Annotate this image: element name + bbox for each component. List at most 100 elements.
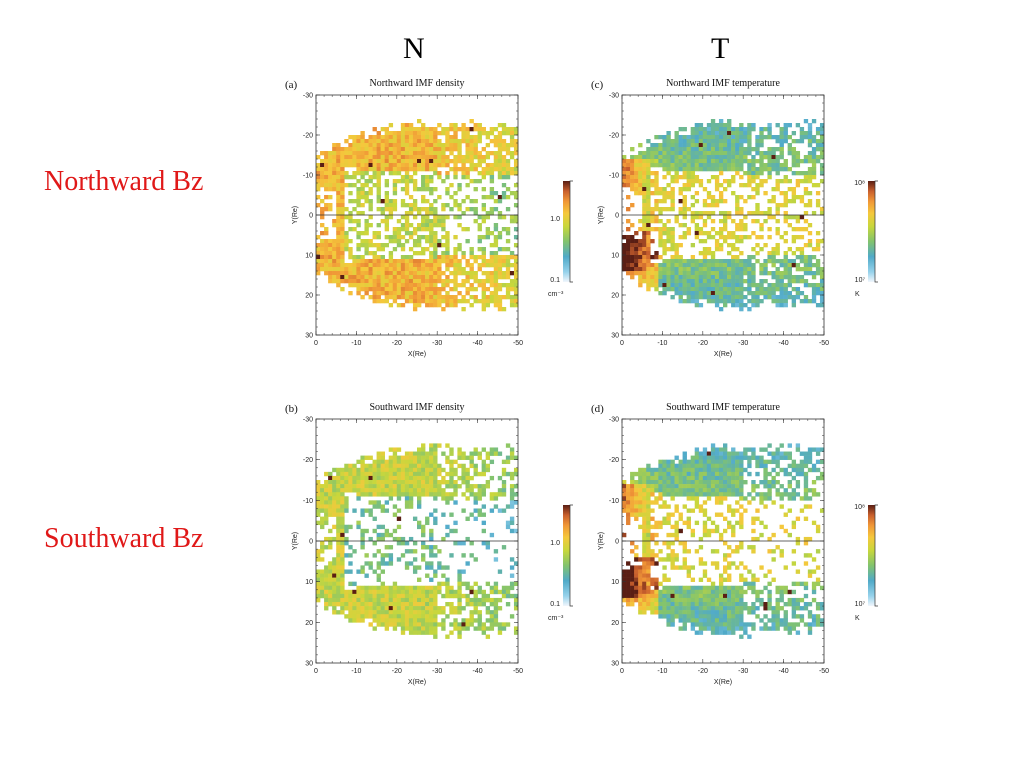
heatmap-cell [489,251,495,256]
heatmap-cell [392,179,398,184]
heatmap-cell [497,139,503,144]
heatmap-cell [710,167,716,172]
heatmap-cell [396,219,402,224]
heatmap-cell [465,143,470,148]
heatmap-cell [404,610,410,615]
heatmap-cell [690,263,696,268]
heatmap-cell [332,151,337,156]
heatmap-cell [332,155,337,160]
heatmap-cell [457,634,462,639]
heatmap-cell [336,520,341,526]
heatmap-cell [445,147,450,152]
heatmap-cell [364,231,369,236]
heatmap-cell [779,291,784,296]
heatmap-cell [340,167,345,172]
heatmap-cell [509,451,515,456]
heatmap-cell [513,191,519,196]
heatmap-cell [634,471,639,477]
heatmap-cell [706,215,712,220]
heatmap-cell [421,463,426,469]
heatmap-cell [336,259,341,264]
heatmap-cell [650,207,655,212]
heatmap-cell [723,139,728,144]
heatmap-cell [336,219,341,224]
heatmap-cell [376,463,381,469]
heatmap-cell [425,187,430,192]
heatmap-cell [626,243,631,248]
heatmap-cell [453,492,458,497]
heatmap-cell [336,267,341,272]
heatmap-cell [666,227,671,232]
heatmap-cell [626,207,631,212]
heatmap-cell [457,215,462,220]
heatmap-cell [642,496,647,501]
heatmap-cell [670,589,675,595]
heatmap-cell [650,581,655,587]
heatmap-cell [513,561,519,566]
heatmap-cell [642,167,647,172]
heatmap-cell [360,263,365,268]
heatmap-cell [654,541,659,546]
heatmap-cell [481,159,486,164]
heatmap-cell [710,147,716,152]
heatmap-cell [783,163,788,168]
heatmap-cell [638,179,643,184]
heatmap-cell [376,475,381,481]
heatmap-cell [384,484,390,489]
heatmap-cell [340,549,345,554]
heatmap-cell [421,291,426,296]
heatmap-cell [634,191,639,196]
heatmap-cell [634,231,639,236]
heatmap-cell [795,195,801,200]
heatmap-cell [437,267,442,272]
heatmap-cell [751,179,756,184]
heatmap-cell [417,593,422,599]
heatmap-cell [453,303,458,308]
heatmap-cell [622,251,627,256]
heatmap-cell [811,263,817,268]
heatmap-cell [638,255,643,260]
heatmap-cell [686,155,691,160]
heatmap-cell [445,139,450,144]
heatmap-cell [384,492,390,497]
heatmap-cell [352,227,357,232]
heatmap-cell [767,131,772,136]
heatmap-cell [626,573,631,578]
heatmap-cell [489,163,495,168]
heatmap-cell [477,496,482,501]
heatmap-cell [666,183,671,188]
heatmap-cell [666,504,671,509]
heatmap-cell [771,259,776,264]
heatmap-cell [638,239,643,244]
heatmap-cell [328,175,333,180]
heatmap-cell [775,207,780,212]
heatmap-cell [384,488,390,493]
heatmap-cell [686,496,691,501]
heatmap-cell [678,459,683,465]
heatmap-cell [433,207,438,212]
heatmap-cell [453,275,458,280]
heatmap-cell [360,492,365,497]
heatmap-cell [682,618,687,623]
heatmap-cell [638,565,643,570]
heatmap-cell [489,259,495,264]
heatmap-cell [425,626,430,631]
heatmap-cell [674,147,679,152]
heatmap-cell [485,480,491,485]
heatmap-cell [763,291,768,296]
heatmap-cell [714,199,720,204]
heatmap-cell [433,585,438,591]
heatmap-cell [340,573,345,578]
y-tick-label: 10 [305,253,313,260]
heatmap-cell [356,219,361,224]
heatmap-cell [344,504,349,509]
heatmap-cell [799,299,805,304]
heatmap-cell [352,175,357,180]
heatmap-cell [328,167,333,172]
heatmap-cell [807,127,813,132]
heatmap-cell [509,131,515,136]
heatmap-cell [372,275,377,280]
heatmap-cell [441,255,446,260]
heatmap-cell [662,151,667,156]
